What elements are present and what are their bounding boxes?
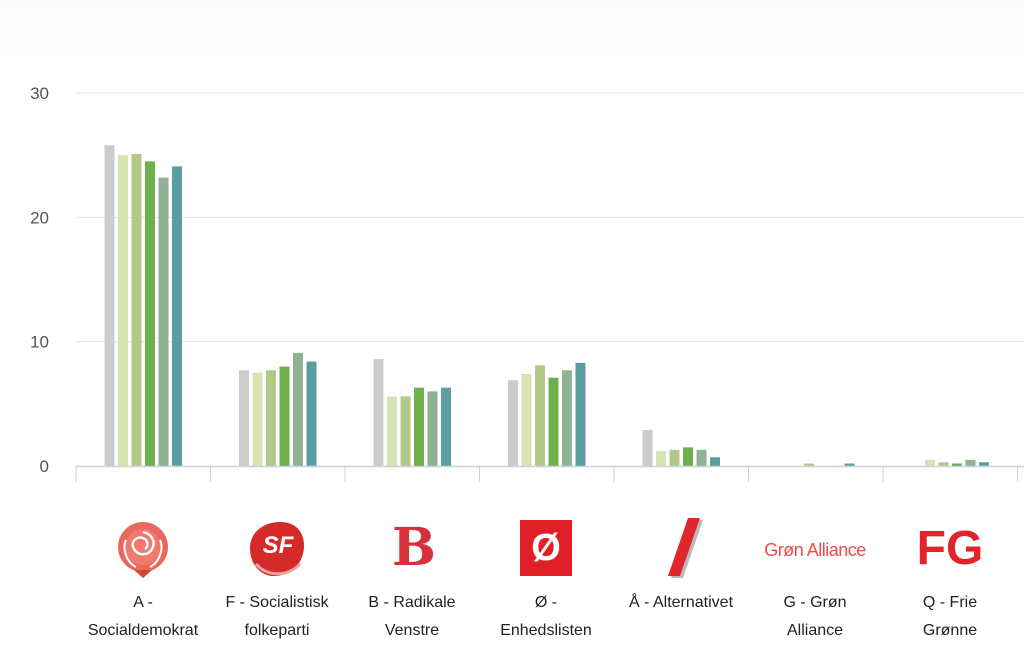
enhedslisten-logo: Ø <box>520 520 572 576</box>
gridlines <box>76 92 1024 343</box>
bar <box>683 447 693 466</box>
bar <box>414 387 424 466</box>
top-fade <box>0 0 1024 60</box>
rose-icon <box>118 522 168 578</box>
gron-alliance-logo: Grøn Alliance <box>764 540 866 560</box>
bar <box>387 396 397 466</box>
x-label-aa: Å - Alternativet <box>628 594 734 611</box>
bar <box>373 359 384 466</box>
y-tick-label: 0 <box>40 457 49 476</box>
bar <box>239 370 249 466</box>
bar <box>131 153 142 466</box>
bar <box>104 145 115 466</box>
bar <box>925 459 935 466</box>
bar <box>804 463 814 466</box>
bar <box>669 449 680 466</box>
sf-logo: SF <box>246 518 308 580</box>
bar <box>696 449 707 466</box>
x-label-a: A - Socialdemokrat <box>87 594 199 639</box>
y-axis-ticks: 0 10 20 30 <box>30 84 49 476</box>
x-label-f: F - Socialistisk folkeparti <box>225 594 329 639</box>
sf-logo-text: SF <box>262 532 294 559</box>
bar <box>400 396 411 466</box>
x-label-b: B - Radikale Venstre <box>368 594 456 639</box>
bar <box>562 370 572 466</box>
bar <box>172 166 182 466</box>
bar <box>844 463 855 466</box>
bar <box>441 387 451 466</box>
bar <box>252 372 263 466</box>
slash-icon <box>668 518 703 578</box>
bar <box>145 161 155 466</box>
bar <box>952 463 962 466</box>
frie-gronne-logo: FG <box>916 522 984 575</box>
y-tick-label: 10 <box>30 333 49 352</box>
bar <box>575 362 586 466</box>
bars <box>104 145 989 466</box>
bar <box>427 391 438 466</box>
bar <box>279 366 290 466</box>
y-tick-label: 20 <box>30 208 49 227</box>
x-label-o: Ø - Enhedslisten <box>500 594 592 639</box>
bar <box>521 373 532 466</box>
bar <box>266 370 276 466</box>
bar <box>306 361 317 466</box>
bar <box>710 457 720 466</box>
x-label-g: G - Grøn Alliance <box>783 594 847 639</box>
bar <box>642 429 653 466</box>
bar <box>535 365 545 466</box>
bar <box>979 462 989 466</box>
x-label-q: Q - Frie Grønne <box>922 594 978 639</box>
bar <box>938 462 949 466</box>
bar <box>548 377 559 466</box>
y-tick-label: 30 <box>30 84 49 103</box>
bar <box>293 352 303 466</box>
bar <box>965 459 976 466</box>
bar <box>656 451 666 466</box>
radikale-logo: B <box>392 517 436 578</box>
bar <box>158 177 169 466</box>
bar <box>118 155 128 466</box>
bar <box>508 380 518 466</box>
x-axis <box>75 465 1024 482</box>
